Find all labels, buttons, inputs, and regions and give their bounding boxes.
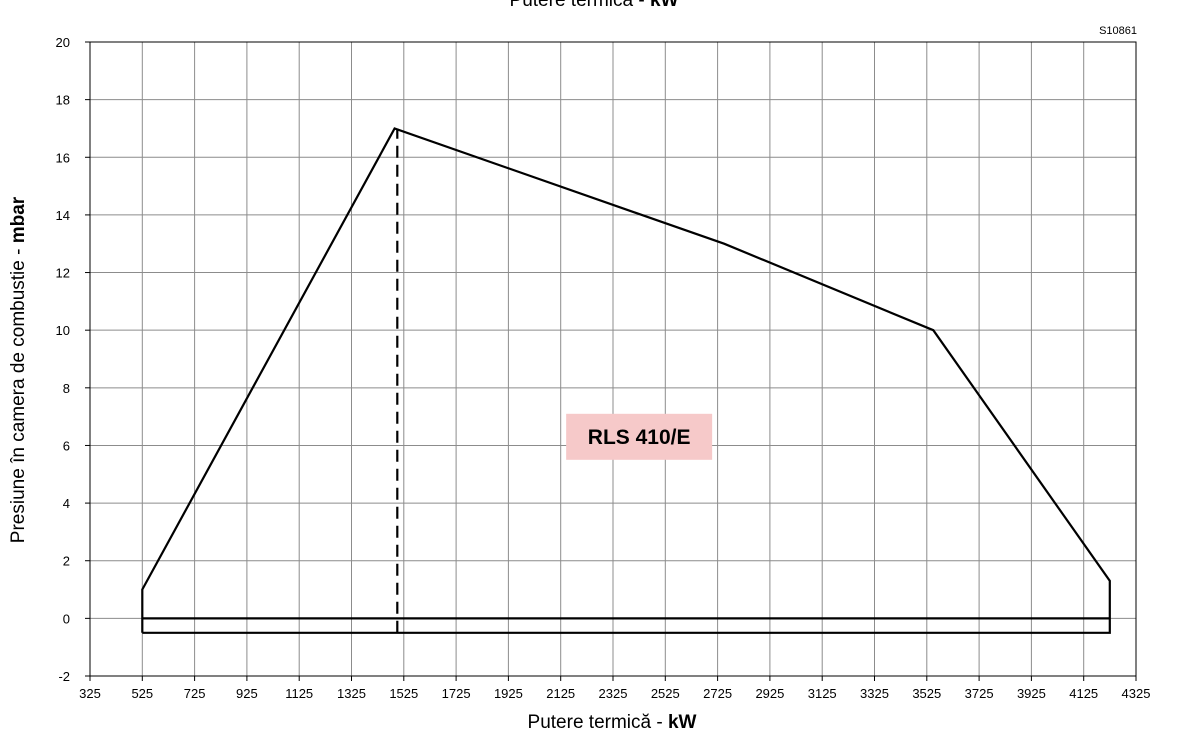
x-tick-label: 525 [131,686,153,701]
x-tick-label: 3125 [808,686,837,701]
x-tick-label: 2725 [703,686,732,701]
x-tick-label: 925 [236,686,258,701]
x-tick-labels: 325 525 725 925 1125 1325 1525 1725 1925 2125 2325… [79,676,1150,701]
x-tick-label: 1125 [285,686,313,701]
top-title: Putere termică - kW [510,0,679,11]
y-tick-label: 4 [63,496,70,511]
y-tick-label: 16 [56,150,70,165]
y-axis-title: Presiune în camera de combustie - mbar [8,196,29,543]
y-tick-label: 0 [63,611,70,626]
series-layer [141,127,1111,634]
x-tick-label: 3325 [860,686,889,701]
y-tick-labels: -2 0 2 4 6 8 10 12 14 16 18 20 [56,35,90,684]
x-tick-label: 1925 [494,686,523,701]
y-tick-label: 12 [56,266,70,281]
y-tick-label: -2 [58,669,70,684]
series-line-1 [141,127,1111,634]
x-tick-label: 2325 [599,686,628,701]
x-tick-label: 2525 [651,686,680,701]
y-tick-label: 14 [56,208,70,223]
x-tick-label: 1325 [337,686,366,701]
x-tick-label: 2925 [755,686,784,701]
x-tick-label: 4325 [1122,686,1151,701]
y-tick-label: 2 [63,554,70,569]
y-tick-label: 10 [56,323,70,338]
x-tick-label: 1525 [389,686,418,701]
x-axis-title: Putere termică - kW [528,712,697,733]
envelope-label-background [566,413,713,460]
grid [89,41,1137,677]
chart-code: S10861 [1099,25,1137,37]
x-tick-label: 4125 [1069,686,1098,701]
x-tick-label: 325 [79,686,101,701]
envelope-label: RLS 410/E [588,426,691,449]
x-tick-label: 3925 [1017,686,1046,701]
y-tick-label: 20 [56,35,70,50]
x-tick-label: 2125 [546,686,575,701]
x-tick-label: 725 [184,686,206,701]
x-tick-label: 1725 [442,686,471,701]
y-tick-label: 8 [63,381,70,396]
x-tick-label: 3725 [965,686,994,701]
y-tick-label: 6 [63,438,70,453]
x-tick-label: 3525 [912,686,941,701]
y-tick-label: 18 [56,93,70,108]
